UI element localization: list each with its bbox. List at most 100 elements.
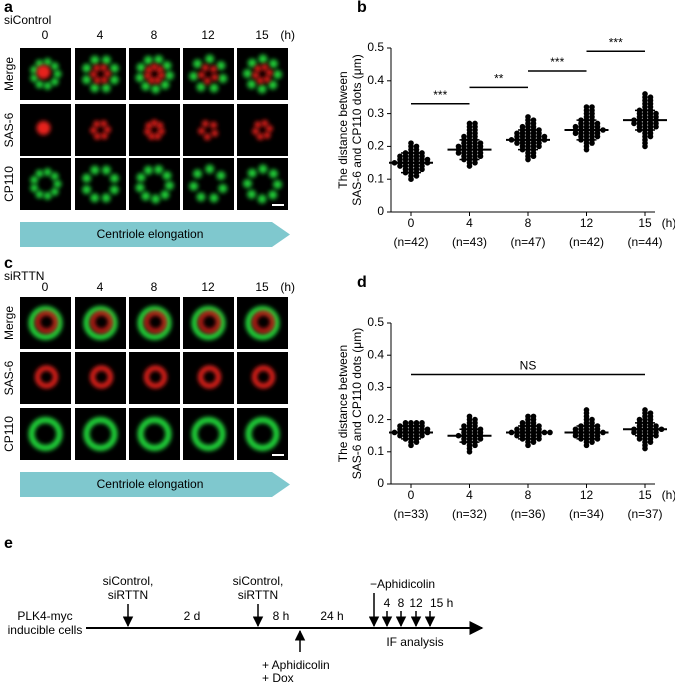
image-bg xyxy=(129,408,180,460)
cells-label: PLK4-myc xyxy=(17,609,72,623)
signal xyxy=(209,193,219,203)
signal xyxy=(216,61,226,71)
signal xyxy=(148,132,156,140)
significance-label: *** xyxy=(550,55,564,69)
signal xyxy=(157,71,165,79)
signal xyxy=(258,54,268,64)
panel-label: b xyxy=(357,0,367,16)
signal xyxy=(243,179,253,189)
image-bg xyxy=(20,158,71,210)
data-point xyxy=(583,104,590,110)
image-bg xyxy=(237,297,288,349)
signal xyxy=(154,132,162,140)
signal xyxy=(135,73,145,83)
y-tick-label: 0.4 xyxy=(367,347,384,361)
x-tick-label: 12 xyxy=(580,488,594,502)
row-label: SAS-6 xyxy=(2,360,16,395)
interval: 8 h xyxy=(273,609,290,623)
micrograph xyxy=(129,297,180,349)
row-label: Merge xyxy=(2,57,16,91)
image-bg xyxy=(183,408,234,460)
significance-label: *** xyxy=(433,88,447,102)
micrograph xyxy=(237,158,288,210)
signal xyxy=(198,71,206,79)
signal xyxy=(154,55,164,65)
data-point xyxy=(636,416,643,423)
readout: IF analysis xyxy=(386,635,443,649)
signal xyxy=(143,55,153,65)
signal xyxy=(245,306,280,340)
micrograph xyxy=(183,408,234,460)
y-tick-label: 0.4 xyxy=(367,73,384,87)
signal xyxy=(93,120,101,128)
condition: siControl xyxy=(4,13,51,27)
signal xyxy=(28,417,63,451)
signal xyxy=(203,77,211,85)
data-point xyxy=(530,117,537,123)
signal xyxy=(151,84,161,94)
signal xyxy=(82,185,92,195)
timepoint: 12 xyxy=(409,596,423,610)
y-tick-label: 0.1 xyxy=(367,171,384,185)
signal xyxy=(218,73,228,83)
micrograph xyxy=(183,352,234,404)
signal xyxy=(28,306,63,340)
micrograph xyxy=(75,352,126,404)
unit: (h) xyxy=(280,280,295,294)
signal xyxy=(265,69,273,77)
n-label: (n=36) xyxy=(510,507,545,521)
signal xyxy=(90,193,100,203)
interval: 24 h xyxy=(320,609,343,623)
signal xyxy=(272,179,282,189)
signal xyxy=(268,190,278,200)
signal xyxy=(101,193,111,203)
signal xyxy=(245,417,280,451)
signal xyxy=(53,180,62,188)
step-label: siControl, xyxy=(233,574,284,588)
step-label: siRTTN xyxy=(108,588,148,602)
step-label: + Dox xyxy=(262,671,294,682)
significance-label: ** xyxy=(494,72,504,86)
signal xyxy=(82,63,92,73)
image-bg xyxy=(75,408,126,460)
signal xyxy=(252,365,275,389)
y-tick-label: 0.3 xyxy=(367,380,384,394)
signal xyxy=(137,306,172,340)
signal xyxy=(268,80,278,90)
signal xyxy=(196,192,206,202)
timepoint: 15 xyxy=(255,28,269,42)
image-bg xyxy=(237,104,288,156)
data-point xyxy=(466,413,473,420)
data-point xyxy=(647,410,654,416)
data-point xyxy=(472,416,478,423)
signal xyxy=(90,55,100,65)
signal xyxy=(193,169,203,179)
signal xyxy=(210,121,218,129)
x-tick-label: 15 xyxy=(638,488,652,502)
panel-label: e xyxy=(4,535,13,552)
signal xyxy=(150,119,158,127)
image-bg xyxy=(183,104,234,156)
data-point xyxy=(536,423,542,429)
signal xyxy=(247,168,257,178)
timepoint: 15 h xyxy=(430,596,453,610)
data-point xyxy=(397,153,403,160)
image-bg xyxy=(75,297,126,349)
row-label: Merge xyxy=(2,306,16,340)
signal xyxy=(247,79,257,89)
image-bg xyxy=(129,352,180,404)
data-point xyxy=(541,133,548,140)
data-point xyxy=(589,416,595,423)
signal xyxy=(272,69,282,79)
signal xyxy=(83,306,118,340)
signal xyxy=(136,172,146,182)
x-tick-label: 4 xyxy=(466,488,473,502)
signal xyxy=(137,417,172,451)
signal xyxy=(254,65,262,73)
signal xyxy=(198,310,221,334)
y-tick-label: 0 xyxy=(377,476,384,490)
image-bg xyxy=(183,352,234,404)
timepoint: 4 xyxy=(97,280,104,294)
n-label: (n=43) xyxy=(452,235,487,249)
